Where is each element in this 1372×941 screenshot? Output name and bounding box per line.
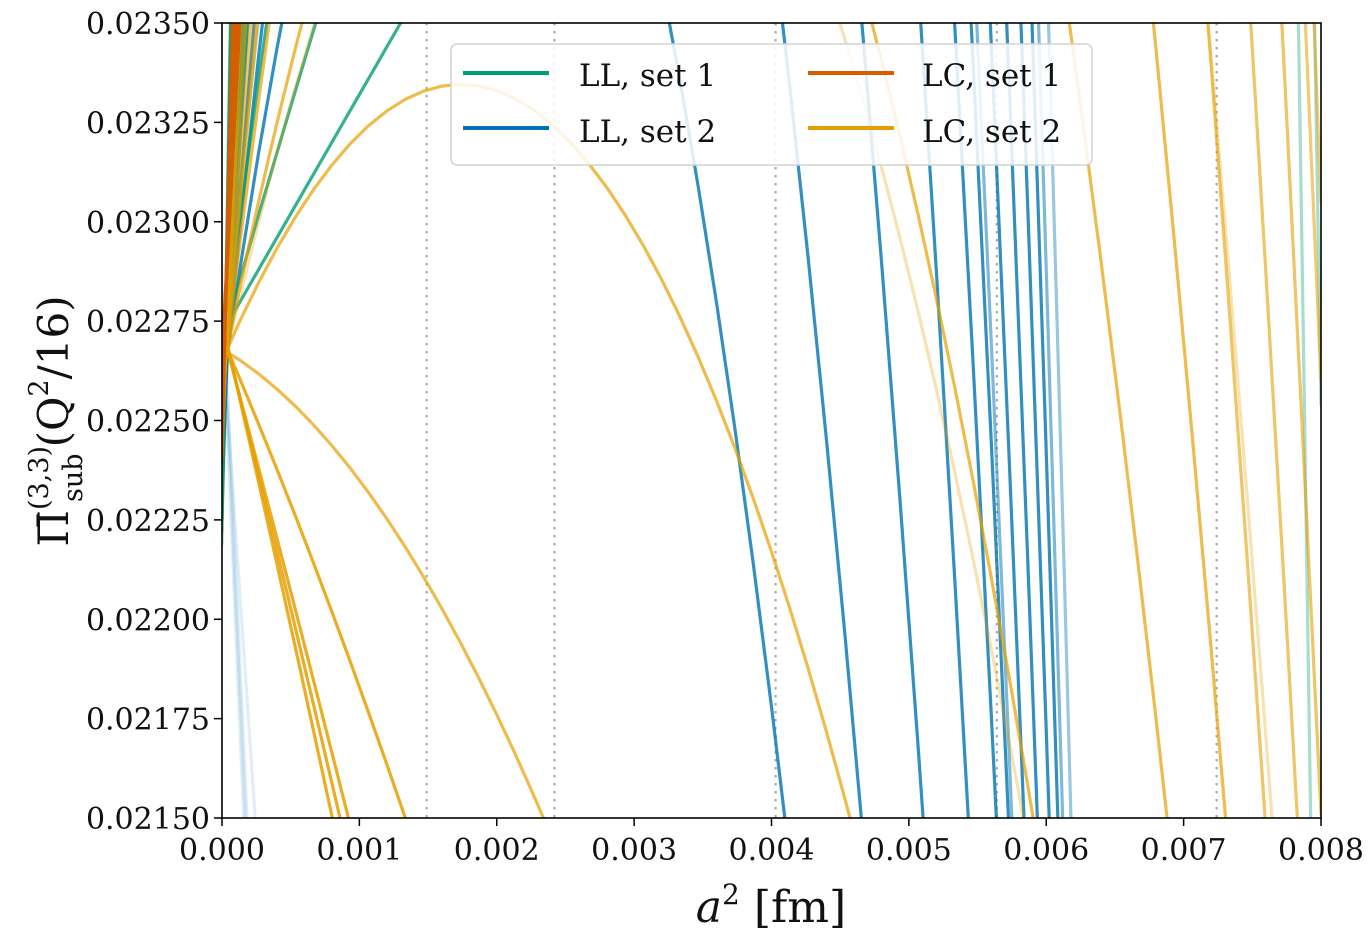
y-axis-title-sup2: 2 [24,379,55,396]
y-tick-label: 0.02150 [86,802,210,837]
y-tick-label: 0.02325 [86,106,210,141]
curve-lc-set-2-4 [222,347,546,818]
legend-label-ll-set2: LL, set 2 [579,114,716,150]
curve-ll-set-2-0 [222,23,787,818]
x-tick-label: 0.006 [1003,833,1089,868]
curve-lc-set-2-7 [222,23,1169,818]
y-tick-label: 0.02275 [86,305,210,340]
legend-label-ll-set1: LL, set 1 [579,58,716,94]
y-tick-label: 0.02175 [86,703,210,738]
y-tick-label: 0.02250 [86,405,210,440]
legend-label-lc-set2: LC, set 2 [922,114,1061,150]
y-axis-title-sub: sub [58,453,89,502]
y-tick-label: 0.02300 [86,206,210,241]
x-tick-label: 0.005 [866,833,952,868]
y-tick-label: 0.02350 [86,7,210,42]
x-tick-label: 0.008 [1278,833,1364,868]
x-axis-title-base: a [696,882,722,933]
y-axis-title-rest2: /16) [29,295,78,379]
x-axis-title: a2 [fm] [696,878,846,933]
x-tick-label: 0.000 [179,833,265,868]
legend-entry-ll-set1: LL, set 1 [463,58,716,94]
y-axis-title-sup: (3,3) [24,446,55,510]
x-axis-title-sup: 2 [722,878,740,911]
x-tick-label: 0.004 [729,833,815,868]
curve-lc-set-2-5 [222,82,852,818]
y-axis-title-base: Π̄ [29,510,78,547]
legend-label-lc-set1: LC, set 1 [922,58,1061,94]
legend: LL, set 1 LL, set 2 LC, set 1 LC, set 2 [450,43,1093,166]
legend-entry-lc-set2: LC, set 2 [808,114,1061,150]
legend-entry-ll-set2: LL, set 2 [463,114,716,150]
x-tick-label: 0.002 [454,833,540,868]
x-tick-label: 0.001 [316,833,402,868]
y-tick-label: 0.02225 [86,504,210,539]
y-axis-title: Π̄(3,3) sub (Q2/16) [24,295,89,546]
x-tick-label: 0.007 [1141,833,1227,868]
x-axis-ticks: 0.000 0.001 0.002 0.003 0.004 0.005 0.006 0.007… [179,818,1364,868]
y-tick-label: 0.02200 [86,603,210,638]
legend-box [450,43,1093,166]
x-tick-label: 0.003 [591,833,677,868]
y-axis-title-rest1: (Q [29,397,78,448]
legend-entry-lc-set1: LC, set 1 [808,58,1061,94]
x-axis-title-rest: [fm] [740,882,846,933]
y-axis-ticks: 0.02150 0.02175 0.02200 0.02225 0.02250 0.022… [86,7,222,837]
